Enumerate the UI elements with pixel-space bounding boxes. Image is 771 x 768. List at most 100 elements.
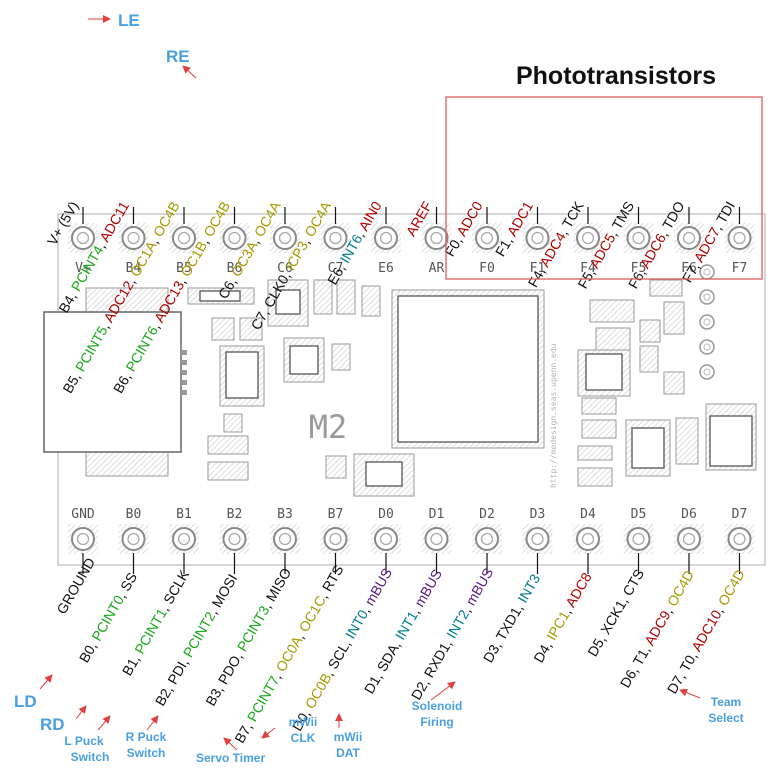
crystal (225, 351, 259, 399)
bottom-pin-label: B3 (277, 507, 293, 522)
pin-hole (480, 231, 494, 245)
pin-hole (531, 532, 544, 546)
cap-pad (639, 319, 661, 343)
test-pad-hole (703, 368, 711, 376)
pin-hole (581, 532, 595, 546)
ic (631, 427, 665, 469)
mcu-chip (397, 295, 539, 443)
top-pin-label: B5 (176, 261, 192, 276)
pin-hole (228, 532, 241, 546)
top-pin-label: F0 (479, 261, 495, 276)
bottom-pin-label: D4 (580, 507, 596, 522)
board-url: http://medesign.seas.upenn.edu (549, 343, 558, 488)
pin-hole (379, 231, 393, 245)
cap-pad (361, 285, 381, 317)
note-mwii-dat: mWii DAT (334, 730, 363, 760)
top-pin-label: V+ (75, 261, 91, 276)
small-ic (289, 345, 319, 375)
cap-pad (577, 445, 613, 461)
bottom-pin-function-label: D0, OC0B, SCL, INT0, mBUS (289, 565, 395, 733)
note-rd: RD (40, 715, 65, 734)
note-ld: LD (14, 692, 37, 711)
pin-hole (379, 532, 393, 546)
bottom-pin-label: D6 (681, 507, 697, 522)
board-components (43, 264, 757, 497)
cap-pad (325, 455, 347, 479)
pin-hole (177, 532, 191, 546)
note-r-puck-switch: R Puck Switch (126, 730, 167, 760)
board-name: M2 (309, 408, 348, 446)
bottom-pin-label: D1 (429, 507, 445, 522)
bottom-pin-label: B0 (126, 507, 142, 522)
bottom-pin-label: D0 (378, 507, 394, 522)
top-pin-label: B4 (126, 261, 142, 276)
cap-pad (313, 279, 333, 315)
top-pin-row: V+ B4 B5 B6 C6 C7 E6 AR F0 F1 F4 F5 F6 F7 (68, 223, 755, 276)
pin-hole (430, 532, 443, 546)
top-pin-label: E6 (378, 261, 394, 276)
diode (709, 415, 753, 467)
bottom-pin-row: GND B0 B1 B2 B3 B7 D0 D1 D2 D3 D4 D5 D6 D7 (68, 507, 755, 554)
pin-hole (127, 532, 140, 546)
pin-hole (76, 532, 90, 546)
top-pin-label: C6 (277, 261, 293, 276)
bottom-pin-label: D3 (530, 507, 546, 522)
phototransistor-box (445, 96, 763, 280)
cap-pad (581, 419, 617, 439)
usb-pin (181, 380, 187, 385)
pin-hole (632, 231, 645, 245)
usb-pin (181, 360, 187, 365)
bottom-pin-label: D2 (479, 507, 495, 522)
pin-hole (329, 231, 342, 245)
test-pad (699, 289, 715, 305)
note-le: LE (118, 11, 140, 30)
usb-pin (181, 390, 187, 395)
phototransistors-title: Phototransistors (516, 62, 716, 90)
cap-pad (663, 371, 685, 395)
bottom-pin-label: B2 (227, 507, 243, 522)
usb-pin (181, 350, 187, 355)
top-pin-label: F7 (732, 261, 748, 276)
note-mwii-clk: mWii CLK (289, 715, 318, 745)
top-pin-label: F5 (631, 261, 647, 276)
top-pin-label: F4 (580, 261, 596, 276)
top-pin-label: AR (429, 261, 445, 276)
resistor (199, 290, 241, 302)
pin-hole (682, 532, 696, 546)
usb-pin (181, 370, 187, 375)
leader-lines (82, 207, 741, 574)
note-servo-timer: Servo Timer (196, 751, 265, 765)
top-pin-label: C7 (328, 261, 344, 276)
test-pad-hole (703, 318, 711, 326)
note-solenoid-firing: Solenoid Firing (412, 699, 463, 729)
bottom-pin-label: GND (71, 507, 95, 522)
note-team-select: Team Select (708, 695, 743, 725)
top-pin-label: B6 (227, 261, 243, 276)
pin-hole (531, 231, 544, 245)
pin-hole (278, 532, 292, 546)
resistor-pad (207, 435, 249, 455)
resistor-pad (595, 327, 631, 351)
cap-pad (211, 317, 235, 341)
cap-pad (239, 317, 263, 341)
note-re: RE (166, 47, 190, 66)
cap-pad (577, 467, 613, 487)
cap-pad (649, 279, 683, 297)
cap-pad (331, 343, 351, 371)
bottom-pin-label: B1 (176, 507, 192, 522)
test-pad (699, 364, 715, 380)
bottom-pin-label: D7 (732, 507, 748, 522)
resistor-pad (207, 461, 249, 481)
regulator (275, 289, 301, 315)
pin-hole (581, 231, 595, 245)
cap-pad (223, 413, 243, 433)
pin-hole (329, 532, 342, 546)
oscillator (365, 461, 403, 487)
pin-hole (228, 231, 241, 245)
ic (585, 353, 623, 391)
top-pin-label: F1 (530, 261, 546, 276)
pin-hole (682, 231, 696, 245)
top-pin-label: F6 (681, 261, 697, 276)
test-pad-hole (703, 293, 711, 301)
